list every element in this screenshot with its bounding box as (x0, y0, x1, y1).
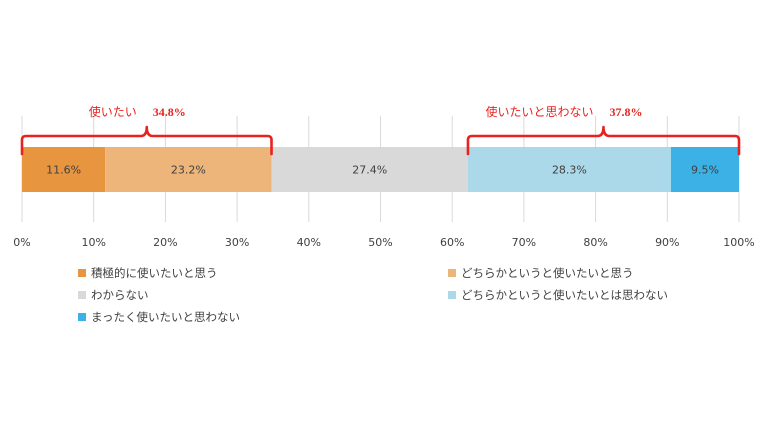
legend-swatch (448, 291, 456, 299)
bar-segment (670, 147, 739, 192)
x-tick-label: 10% (81, 236, 105, 249)
legend-label: どちらかというと使いたいと思う (461, 266, 634, 280)
x-tick-label: 40% (297, 236, 321, 249)
segment-labels: 11.6% 23.2% 27.4% 28.3% 9.5% (46, 164, 719, 177)
x-tick-label: 20% (153, 236, 177, 249)
legend-label: どちらかというと使いたいとは思わない (461, 288, 668, 302)
group-label: 使いたいと思わない (485, 104, 593, 119)
group-label: 使いたい (89, 104, 137, 119)
legend-label: まったく使いたいと思わない (91, 310, 240, 324)
legend-label: わからない (91, 288, 149, 302)
x-tick-label: 60% (440, 236, 464, 249)
group-value: 34.8% (153, 105, 186, 119)
x-tick-label: 70% (512, 236, 536, 249)
x-tick-label: 30% (225, 236, 249, 249)
group-value: 37.8% (609, 105, 642, 119)
legend-swatch (78, 291, 86, 299)
legend-swatch (78, 313, 86, 321)
bar-segment (22, 147, 106, 192)
bar-segment (105, 147, 272, 192)
x-axis-ticks: 0% 10% 20% 30% 40% 50% 60% 70% 80% 90% 100% (13, 236, 754, 249)
bar-data-label: 11.6% (46, 164, 81, 177)
bar-data-label: 28.3% (552, 164, 587, 177)
x-tick-label: 80% (583, 236, 607, 249)
bar-data-label: 23.2% (171, 164, 206, 177)
legend-swatch (78, 269, 86, 277)
bar-data-label: 9.5% (691, 164, 719, 177)
group-bracket (466, 125, 741, 156)
x-tick-label: 50% (368, 236, 392, 249)
bar-segment (271, 147, 468, 192)
bar-segment (467, 147, 671, 192)
group-bracket (20, 125, 273, 156)
legend-swatch (448, 269, 456, 277)
bar-data-label: 27.4% (352, 164, 387, 177)
x-tick-label: 0% (13, 236, 30, 249)
x-tick-label: 90% (655, 236, 679, 249)
group-annotations: 使いたい 34.8% 使いたいと思わない 37.8% (20, 104, 741, 156)
bar-segments (22, 147, 739, 192)
legend-label: 積極的に使いたいと思う (91, 266, 218, 280)
x-tick-label: 100% (723, 236, 754, 249)
